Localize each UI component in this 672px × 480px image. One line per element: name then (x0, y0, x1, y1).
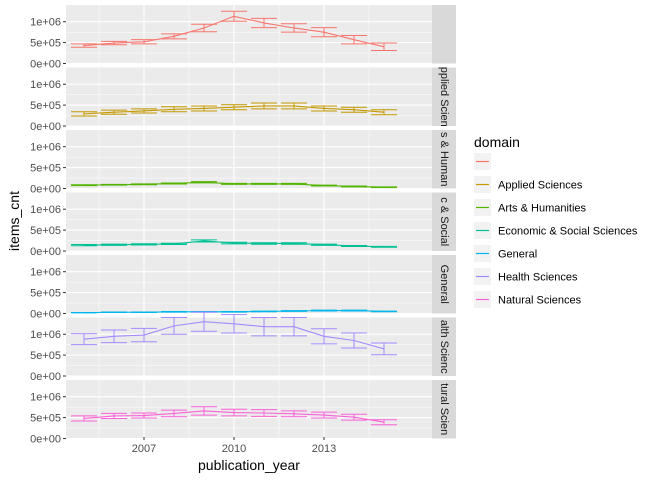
x-axis: 2007 2010 2013 (132, 437, 336, 455)
y-tick-label: 5e+05 (30, 350, 61, 362)
panel-background (66, 255, 432, 314)
y-tick-label: 0e+00 (30, 434, 61, 446)
legend-item: Health Sciences (474, 268, 578, 285)
y-tick-label: 5e+05 (30, 225, 61, 237)
x-axis-title: publication_year (198, 457, 300, 473)
facet-strip-label: alth Scienc (438, 320, 450, 374)
legend-label: General (498, 249, 537, 261)
legend-item: Natural Sciences (474, 291, 582, 308)
series-line (83, 321, 385, 350)
series-line (83, 105, 385, 115)
y-tick-label: 1e+06 (30, 392, 61, 404)
facet-strip-label: c & Social (438, 197, 450, 246)
panel-background (66, 192, 432, 251)
y-tick-label: 0e+00 (30, 246, 61, 258)
panel-background (66, 5, 432, 64)
legend-label: Arts & Humanities (498, 203, 587, 215)
legend-label: Natural Sciences (498, 295, 582, 307)
y-axis-title: items_cnt (6, 191, 22, 251)
x-tick-label: 2010 (222, 443, 246, 455)
facet-strip (432, 255, 456, 314)
panel-background (66, 67, 432, 126)
facet-panel: 0e+00 5e+05 1e+06 alth Scienc (30, 311, 456, 383)
y-tick-label: 5e+05 (30, 413, 61, 425)
y-tick-label: 5e+05 (30, 163, 61, 175)
y-tick-label: 1e+06 (30, 79, 61, 91)
facet-panel: 0e+00 5e+05 1e+06 tural Scien (30, 380, 456, 446)
legend-item: Economic & Social Sciences (474, 222, 638, 239)
y-tick-label: 0e+00 (30, 59, 61, 71)
legend-item: General (474, 245, 537, 262)
series-line (83, 240, 385, 248)
y-tick-label: 5e+05 (30, 288, 61, 300)
legend-title: domain (474, 134, 520, 150)
legend-item (474, 153, 491, 170)
facet-strip-label: General (438, 265, 450, 304)
y-tick-label: 1e+06 (30, 329, 61, 341)
y-tick-label: 0e+00 (30, 309, 61, 321)
facet-panel: 0e+00 5e+05 1e+06 pplied Scien (30, 67, 456, 133)
facet-panel: 0e+00 5e+05 1e+06 (30, 5, 456, 71)
facet-strip (432, 317, 456, 376)
series-line (83, 410, 385, 423)
x-tick-label: 2007 (132, 443, 156, 455)
series-line (83, 15, 385, 48)
facet-strip (432, 380, 456, 439)
series-line (83, 181, 385, 188)
y-tick-label: 1e+06 (30, 142, 61, 154)
legend-label: Health Sciences (498, 272, 578, 284)
legend: domain Applied Sciences Arts & Humanities… (474, 134, 638, 308)
facet-panel: 0e+00 5e+05 1e+06 c & Social (30, 192, 456, 258)
facet-panel: 0e+00 5e+05 1e+06 s & Human (30, 130, 456, 196)
facet-panels: 0e+00 5e+05 1e+06 0e+00 5e+05 1e+06 pplied Sci… (30, 5, 456, 446)
panel-background (66, 380, 432, 439)
facet-panel: 0e+00 5e+05 1e+06 General (30, 255, 456, 321)
y-tick-label: 1e+06 (30, 267, 61, 279)
facet-strip-label: s & Human (438, 132, 450, 186)
facet-strip-label: tural Scien (438, 383, 450, 435)
series-line (83, 310, 385, 314)
y-tick-label: 5e+05 (30, 100, 61, 112)
facet-strip (432, 67, 456, 126)
facet-strip (432, 130, 456, 189)
y-tick-label: 0e+00 (30, 121, 61, 133)
legend-label: Applied Sciences (498, 180, 583, 192)
y-tick-label: 0e+00 (30, 184, 61, 196)
facet-strip (432, 5, 456, 64)
x-tick-label: 2013 (312, 443, 336, 455)
legend-item: Arts & Humanities (474, 199, 587, 216)
panel-background (66, 130, 432, 189)
legend-label: Economic & Social Sciences (498, 226, 638, 238)
legend-item: Applied Sciences (474, 176, 583, 193)
y-tick-label: 5e+05 (30, 38, 61, 50)
facet-strip (432, 192, 456, 251)
y-tick-label: 1e+06 (30, 204, 61, 216)
y-tick-label: 1e+06 (30, 17, 61, 29)
panel-background (66, 317, 432, 376)
facet-strip-label: pplied Scien (438, 67, 450, 127)
y-tick-label: 0e+00 (30, 371, 61, 383)
